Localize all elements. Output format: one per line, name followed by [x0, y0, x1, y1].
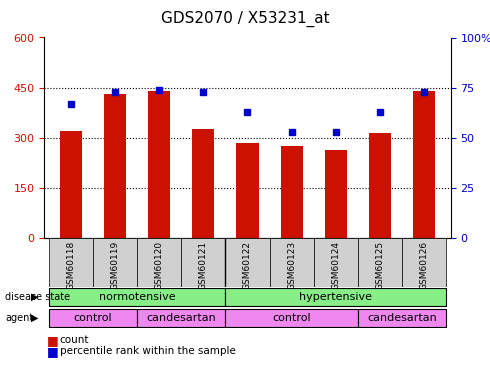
Text: ▶: ▶: [31, 292, 38, 302]
Bar: [225, 288, 446, 306]
Bar: [369, 133, 391, 238]
Text: GSM60118: GSM60118: [66, 241, 75, 290]
Bar: [137, 238, 181, 287]
Bar: [137, 309, 225, 327]
Text: hypertensive: hypertensive: [299, 292, 372, 302]
Text: control: control: [272, 313, 311, 323]
Bar: [60, 131, 82, 238]
Text: GSM60119: GSM60119: [110, 241, 120, 290]
Bar: [270, 238, 314, 287]
Bar: [49, 309, 137, 327]
Text: percentile rank within the sample: percentile rank within the sample: [60, 346, 236, 356]
Bar: [49, 238, 93, 287]
Bar: [192, 129, 214, 238]
Bar: [181, 238, 225, 287]
Text: GDS2070 / X53231_at: GDS2070 / X53231_at: [161, 11, 329, 27]
Bar: [325, 150, 347, 238]
Text: GSM60125: GSM60125: [375, 241, 385, 290]
Text: normotensive: normotensive: [98, 292, 175, 302]
Text: ▶: ▶: [31, 313, 38, 323]
Text: GSM60121: GSM60121: [199, 241, 208, 290]
Text: candesartan: candesartan: [147, 313, 216, 323]
Bar: [225, 309, 358, 327]
Text: GSM60124: GSM60124: [331, 241, 341, 290]
Text: disease state: disease state: [5, 292, 70, 302]
Bar: [225, 238, 270, 287]
Bar: [358, 238, 402, 287]
Text: ■: ■: [47, 345, 58, 358]
Text: ■: ■: [47, 334, 58, 346]
Bar: [413, 91, 435, 238]
Text: GSM60122: GSM60122: [243, 241, 252, 290]
Text: GSM60126: GSM60126: [420, 241, 429, 290]
Bar: [358, 309, 446, 327]
Bar: [93, 238, 137, 287]
Bar: [314, 238, 358, 287]
Text: GSM60123: GSM60123: [287, 241, 296, 290]
Text: agent: agent: [5, 313, 33, 323]
Text: count: count: [60, 335, 89, 345]
Bar: [49, 288, 225, 306]
Text: GSM60120: GSM60120: [154, 241, 164, 290]
Bar: [104, 94, 126, 238]
Bar: [402, 238, 446, 287]
Bar: [236, 143, 259, 238]
Text: control: control: [74, 313, 112, 323]
Bar: [281, 146, 303, 238]
Bar: [148, 91, 170, 238]
Text: candesartan: candesartan: [368, 313, 437, 323]
